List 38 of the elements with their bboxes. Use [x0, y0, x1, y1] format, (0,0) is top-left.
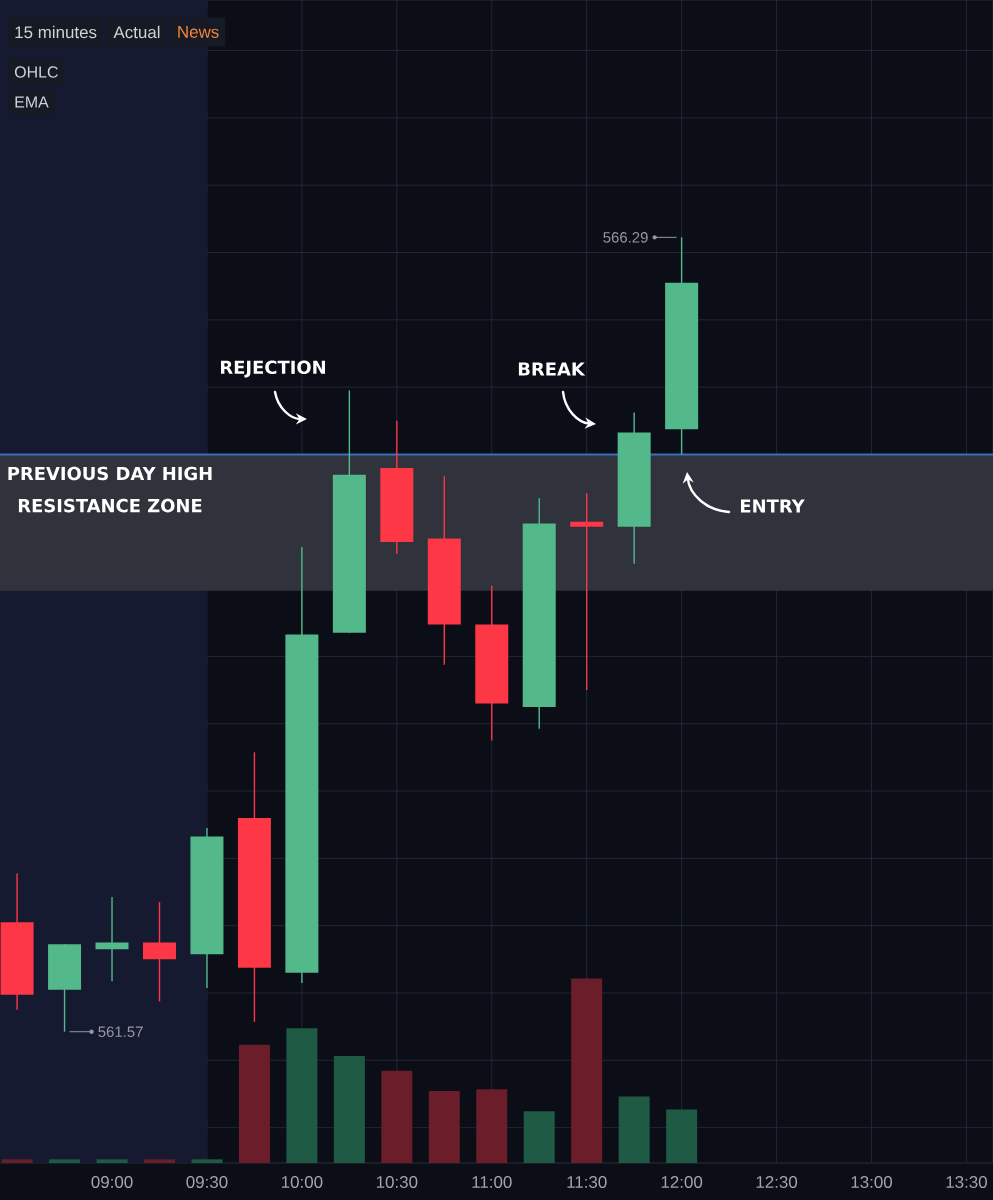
bar	[286, 1028, 318, 1163]
bar	[96, 1159, 128, 1163]
annotation: Actual	[113, 25, 160, 39]
bar	[333, 1055, 365, 1163]
bar	[49, 1159, 81, 1163]
bar	[428, 1091, 460, 1163]
bar	[238, 1044, 270, 1163]
x-tick-label: 09:00	[91, 1176, 133, 1188]
bar	[143, 1159, 175, 1163]
annotation: BREAK	[518, 362, 586, 376]
x-tick-label: 12:30	[756, 1176, 798, 1188]
x-tick-label: 10:30	[376, 1176, 418, 1188]
bar	[523, 1111, 555, 1163]
candlestick	[570, 492, 604, 691]
x-tick-label: 12:00	[661, 1176, 703, 1188]
bar	[571, 978, 603, 1163]
bar	[666, 1109, 698, 1163]
x-tick-label: 13:00	[851, 1176, 893, 1188]
bar	[1, 1159, 33, 1163]
x-tick-label: 09:30	[186, 1176, 228, 1188]
annotation: 566.29	[603, 232, 648, 243]
bar	[191, 1159, 223, 1163]
bar	[618, 1096, 650, 1163]
x-tick-label: 11:00	[472, 1176, 512, 1188]
ref-line-label: PREVIOUS DAY HIGH	[8, 466, 212, 481]
annotation: EMA	[15, 96, 49, 108]
band-label: RESISTANCE ZONE	[18, 498, 202, 513]
annotation: OHLC	[14, 66, 58, 78]
x-tick-label: 13:30	[946, 1176, 987, 1188]
annotation: ENTRY	[741, 499, 805, 513]
bar	[381, 1070, 413, 1163]
x-tick-label: 11:30	[567, 1176, 607, 1188]
bar	[476, 1089, 508, 1163]
annotation: REJECTION	[220, 360, 325, 378]
annotation: News	[178, 26, 219, 38]
annotation: 15 minutes	[15, 25, 97, 39]
x-tick-label: 10:00	[282, 1176, 323, 1188]
annotation: 561.57	[98, 1026, 143, 1038]
